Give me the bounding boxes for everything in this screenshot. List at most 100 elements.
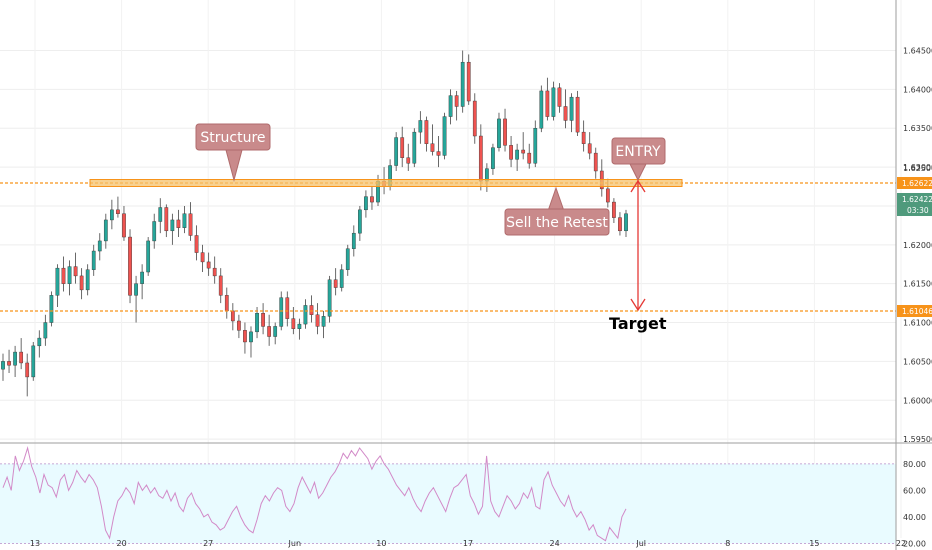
candle <box>49 291 54 327</box>
candle <box>339 264 344 292</box>
candle-body-down <box>25 362 30 378</box>
candle <box>364 190 368 218</box>
time-tick-label: 13 <box>30 539 40 548</box>
candle <box>255 306 259 339</box>
candle-body-down <box>218 275 223 296</box>
candle <box>128 229 132 304</box>
time-tick-label: 27 <box>203 539 213 548</box>
time-tick-label: 8 <box>725 539 730 548</box>
candle-body-down <box>370 196 374 203</box>
candle-body-down <box>472 100 477 137</box>
candle-body-up <box>255 313 259 333</box>
candle <box>406 143 411 171</box>
candle <box>122 205 126 241</box>
rsi-tick-label: 20.00 <box>903 539 926 548</box>
candle <box>158 198 163 234</box>
candle-body-up <box>182 213 187 228</box>
candle <box>164 204 169 238</box>
price-tick-label: 1.60500 <box>903 357 932 366</box>
candle-body-up <box>103 219 108 242</box>
candle-body-down <box>563 106 568 121</box>
candle <box>436 136 441 168</box>
candle <box>370 186 374 210</box>
candle-body-up <box>351 232 356 249</box>
candle <box>285 291 290 327</box>
candle-body-down <box>593 152 598 172</box>
candle <box>176 209 181 238</box>
candle <box>539 85 544 133</box>
sell-retest-label: Sell the Retest <box>506 215 608 231</box>
candle <box>140 264 144 300</box>
candle <box>358 205 362 241</box>
candle <box>31 341 36 381</box>
candle <box>55 264 60 307</box>
candle-body-up <box>412 131 417 164</box>
candle-body-down <box>267 326 271 337</box>
candle-body-down <box>509 145 513 160</box>
candle-body-up <box>569 96 574 121</box>
candle <box>527 143 532 169</box>
candle <box>291 306 296 335</box>
candle-body-down <box>587 143 592 154</box>
target-level-value: 1.61046 <box>902 307 932 316</box>
candle <box>152 213 157 249</box>
candle <box>19 338 24 370</box>
candle <box>624 209 628 238</box>
candle <box>110 199 114 230</box>
candle-body-down <box>194 235 199 253</box>
candle <box>333 268 338 296</box>
candle-body-down <box>466 61 471 102</box>
target-label: Target <box>609 314 667 333</box>
candles-series <box>1 50 628 397</box>
price-tag-current: 1.62422 03:30 <box>897 193 932 216</box>
candle <box>218 268 223 304</box>
candle-body-up <box>55 267 60 296</box>
candle-body-up <box>1 361 5 370</box>
candle-body-down <box>478 135 483 182</box>
candle <box>569 93 574 133</box>
price-tag-structure: 1.62622 <box>897 177 932 189</box>
candle <box>509 136 513 168</box>
candle <box>575 90 580 137</box>
time-axis: 13 20 27 Jun 10 17 24 Jul 8 15 22 <box>30 539 906 548</box>
rsi-tick-label: 60.00 <box>903 486 926 495</box>
countdown-value: 03:30 <box>907 206 929 215</box>
time-tick-label: Jul <box>635 539 646 548</box>
time-tick-label: 17 <box>463 539 473 548</box>
candle-body-up <box>394 137 399 166</box>
candle-body-down <box>291 318 296 329</box>
current-price-value: 1.62422 <box>902 195 932 204</box>
candle-body-up <box>67 266 72 284</box>
candle-body-down <box>618 217 622 232</box>
candle-body-down <box>224 295 229 312</box>
price-tick-label: 1.61000 <box>903 319 932 328</box>
candle <box>43 314 48 346</box>
candle-body-down <box>261 313 265 327</box>
candle <box>412 128 417 168</box>
candle <box>515 143 519 171</box>
candle-body-down <box>176 219 181 228</box>
candle-body-down <box>315 314 320 327</box>
candle-body-up <box>158 207 163 222</box>
candle <box>557 83 562 113</box>
candle-body-up <box>345 248 350 270</box>
candle-body-down <box>612 201 616 218</box>
candle-body-down <box>605 188 610 203</box>
candle <box>618 212 622 236</box>
candle <box>134 275 138 323</box>
candle-body-up <box>551 87 556 117</box>
candle <box>430 124 435 156</box>
candle-body-down <box>7 361 11 366</box>
candle-body-up <box>146 240 151 273</box>
candle-body-up <box>303 305 308 325</box>
candle <box>79 268 84 300</box>
rsi-tick-label: 40.00 <box>903 513 926 522</box>
price-tick-label: 1.63000 <box>903 163 932 172</box>
candle <box>454 90 459 121</box>
candle-body-down <box>575 96 580 133</box>
candle-body-down <box>200 252 205 263</box>
candle <box>563 89 568 129</box>
price-tick-label: 1.60000 <box>903 396 932 405</box>
